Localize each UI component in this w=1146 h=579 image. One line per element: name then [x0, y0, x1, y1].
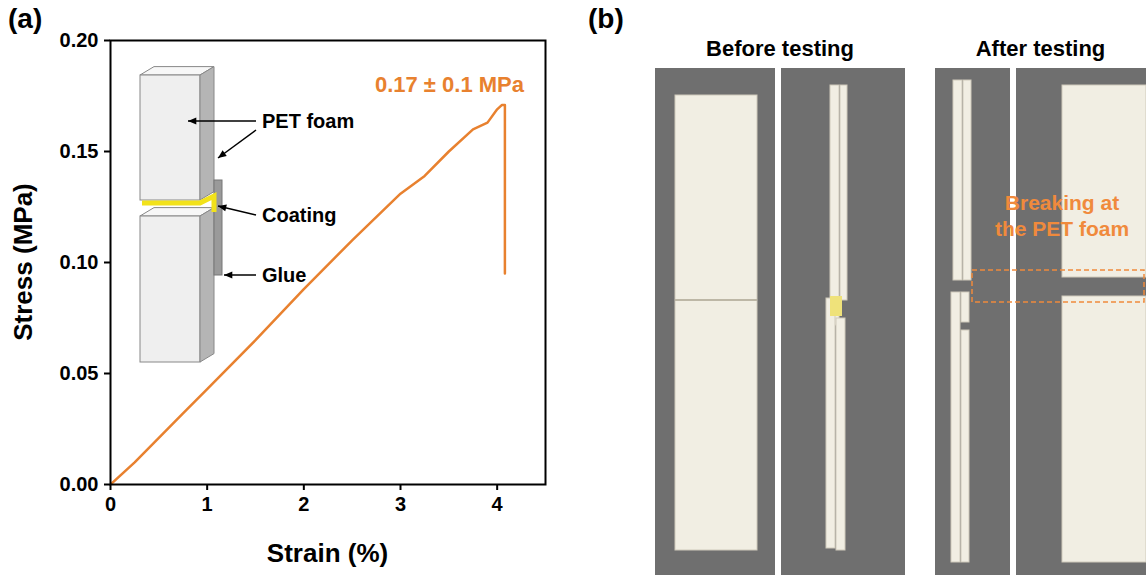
svg-text:Coating: Coating [262, 204, 336, 226]
svg-text:Stress (MPa): Stress (MPa) [8, 183, 38, 341]
svg-text:Before testing: Before testing [706, 36, 854, 61]
svg-text:3: 3 [395, 493, 406, 515]
svg-text:Breaking at: Breaking at [1005, 191, 1119, 214]
svg-text:2: 2 [298, 493, 309, 515]
svg-text:0.00: 0.00 [60, 473, 99, 495]
svg-text:4: 4 [492, 493, 504, 515]
svg-text:(b): (b) [588, 3, 624, 34]
svg-text:After testing: After testing [976, 36, 1106, 61]
svg-text:1: 1 [202, 493, 213, 515]
svg-text:Glue: Glue [262, 264, 306, 286]
svg-text:(a): (a) [8, 3, 42, 34]
svg-text:0.15: 0.15 [60, 140, 99, 162]
svg-text:0.20: 0.20 [60, 29, 99, 51]
svg-text:the PET foam: the PET foam [995, 217, 1129, 240]
svg-text:0.17 ± 0.1 MPa: 0.17 ± 0.1 MPa [375, 72, 525, 97]
svg-text:0.05: 0.05 [60, 362, 99, 384]
svg-text:0.10: 0.10 [60, 251, 99, 273]
svg-text:Strain (%): Strain (%) [267, 538, 388, 568]
svg-text:0: 0 [105, 493, 116, 515]
svg-text:PET foam: PET foam [262, 110, 354, 132]
